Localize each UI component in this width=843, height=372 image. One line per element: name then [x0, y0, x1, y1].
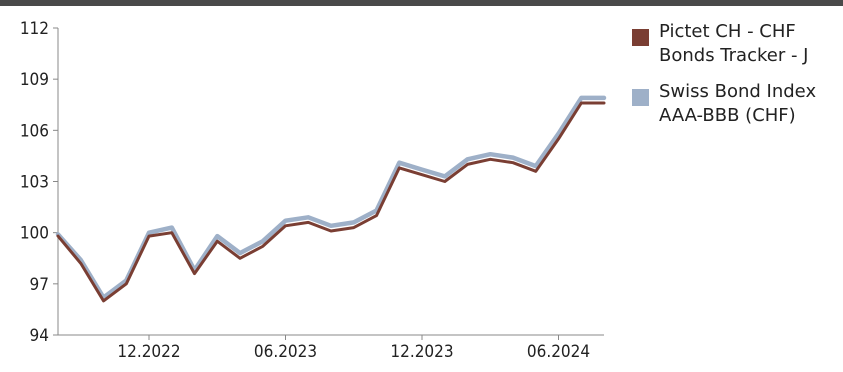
legend-item-index: Swiss Bond Index AAA-BBB (CHF): [632, 80, 842, 128]
x-tick-label: 12.2023: [390, 342, 453, 362]
y-tick-label: 109: [20, 70, 49, 90]
legend-label-fund: Pictet CH - CHF Bonds Tracker - J: [659, 21, 809, 66]
x-tick-label: 12.2022: [117, 342, 180, 362]
y-tick-label: 97: [30, 275, 49, 295]
y-axis-ticks: 94 97 100 103 106 109 112: [20, 19, 58, 346]
x-tick-label: 06.2024: [527, 342, 590, 362]
legend-item-fund: Pictet CH - CHF Bonds Tracker - J: [632, 20, 842, 68]
series-line-fund: [56, 101, 606, 303]
top-rule: [0, 0, 843, 6]
legend-swatch-index: [632, 89, 649, 106]
legend: Pictet CH - CHF Bonds Tracker - J Swiss …: [632, 20, 842, 140]
legend-label-index: Swiss Bond Index AAA-BBB (CHF): [659, 81, 817, 126]
y-tick-label: 112: [20, 19, 49, 39]
y-tick-label: 100: [20, 224, 49, 244]
y-tick-label: 106: [20, 121, 49, 141]
y-tick-label: 103: [20, 173, 49, 193]
y-tick-label: 94: [30, 326, 49, 346]
series-layer: [55, 95, 607, 303]
series-line-index: [55, 95, 607, 300]
x-axis-ticks: 12.2022 06.2023 12.2023 06.2024: [117, 335, 590, 362]
legend-swatch-fund: [632, 29, 649, 46]
x-tick-label: 06.2023: [254, 342, 317, 362]
